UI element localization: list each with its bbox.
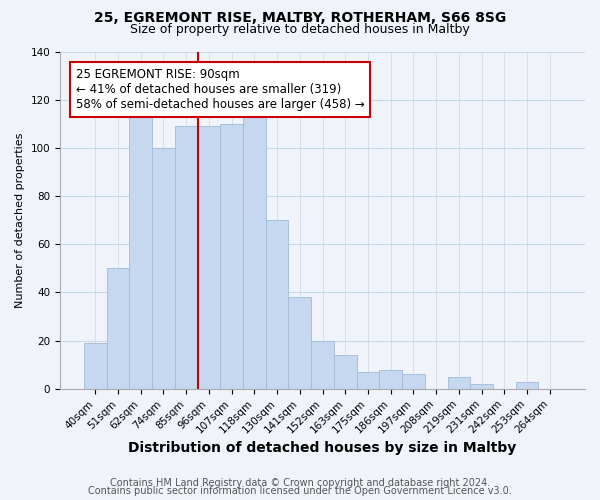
Bar [152,148,175,389]
Bar [266,220,289,389]
Text: 25 EGREMONT RISE: 90sqm
← 41% of detached houses are smaller (319)
58% of semi-d: 25 EGREMONT RISE: 90sqm ← 41% of detache… [76,68,365,112]
X-axis label: Distribution of detached houses by size in Maltby: Distribution of detached houses by size … [128,441,517,455]
Bar [243,68,266,389]
Bar [311,340,334,389]
Bar [448,377,470,389]
Bar [356,372,379,389]
Bar [379,370,402,389]
Bar [470,384,493,389]
Bar [334,355,356,389]
Bar [84,343,107,389]
Bar [220,124,243,389]
Bar [107,268,130,389]
Bar [175,126,197,389]
Text: Contains HM Land Registry data © Crown copyright and database right 2024.: Contains HM Land Registry data © Crown c… [110,478,490,488]
Bar [515,382,538,389]
Text: Size of property relative to detached houses in Maltby: Size of property relative to detached ho… [130,22,470,36]
Text: 25, EGREMONT RISE, MALTBY, ROTHERHAM, S66 8SG: 25, EGREMONT RISE, MALTBY, ROTHERHAM, S6… [94,11,506,25]
Bar [402,374,425,389]
Text: Contains public sector information licensed under the Open Government Licence v3: Contains public sector information licen… [88,486,512,496]
Y-axis label: Number of detached properties: Number of detached properties [15,132,25,308]
Bar [197,126,220,389]
Bar [289,298,311,389]
Bar [130,104,152,389]
